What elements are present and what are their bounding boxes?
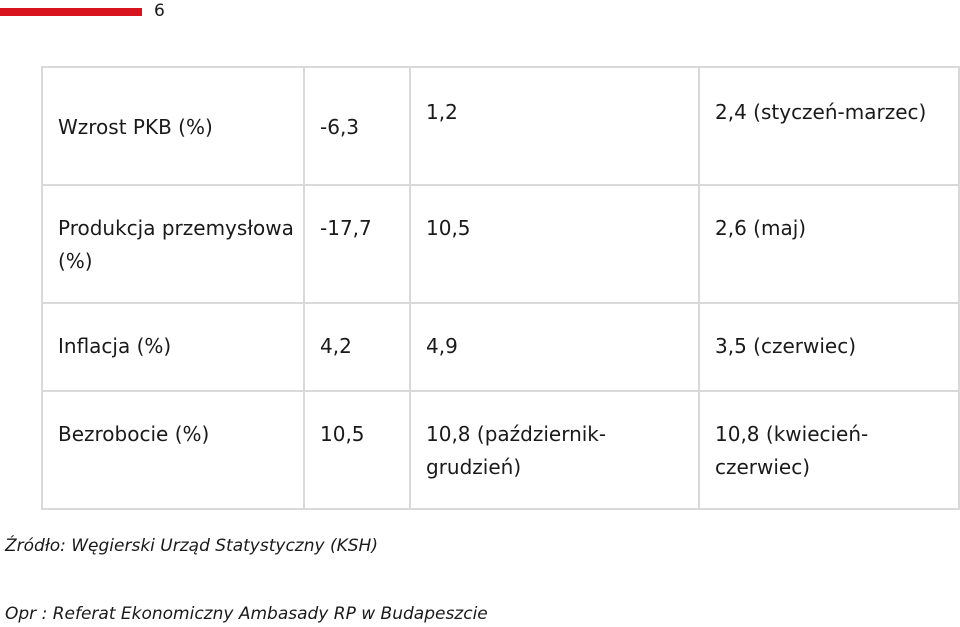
author-note: Opr : Referat Ekonomiczny Ambasady RP w … bbox=[5, 604, 488, 624]
economic-indicators-table: Wzrost PKB (%) -6,3 1,2 2,4 (styczeń-mar… bbox=[41, 66, 960, 510]
table-row: Bezrobocie (%) 10,5 10,8 (październik-gr… bbox=[41, 390, 960, 510]
row-label: Wzrost PKB (%) bbox=[41, 66, 305, 186]
row-label: Bezrobocie (%) bbox=[41, 390, 305, 510]
table-cell: -17,7 bbox=[303, 184, 411, 304]
table-cell: 10,8 (kwiecień-czerwiec) bbox=[698, 390, 960, 510]
table-cell: 3,5 (czerwiec) bbox=[698, 302, 960, 392]
table-cell: 4,9 bbox=[409, 302, 700, 392]
table-cell: 4,2 bbox=[303, 302, 411, 392]
page-number: 6 bbox=[154, 1, 165, 21]
table-cell: -6,3 bbox=[303, 66, 411, 186]
table-cell: 2,4 (styczeń-marzec) bbox=[698, 66, 960, 186]
table-cell: 10,8 (październik-grudzień) bbox=[409, 390, 700, 510]
table-row: Inflacja (%) 4,2 4,9 3,5 (czerwiec) bbox=[41, 302, 960, 392]
table-cell: 10,5 bbox=[303, 390, 411, 510]
source-note: Źródło: Węgierski Urząd Statystyczny (KS… bbox=[5, 536, 378, 556]
row-label: Inflacja (%) bbox=[41, 302, 305, 392]
page-header: 6 bbox=[0, 0, 960, 30]
row-label: Produkcja przemysłowa (%) bbox=[41, 184, 305, 304]
table-row: Wzrost PKB (%) -6,3 1,2 2,4 (styczeń-mar… bbox=[41, 66, 960, 186]
table-cell: 10,5 bbox=[409, 184, 700, 304]
table-row: Produkcja przemysłowa (%) -17,7 10,5 2,6… bbox=[41, 184, 960, 304]
table-cell: 2,6 (maj) bbox=[698, 184, 960, 304]
header-accent-bar bbox=[0, 8, 142, 16]
table-cell: 1,2 bbox=[409, 66, 700, 186]
